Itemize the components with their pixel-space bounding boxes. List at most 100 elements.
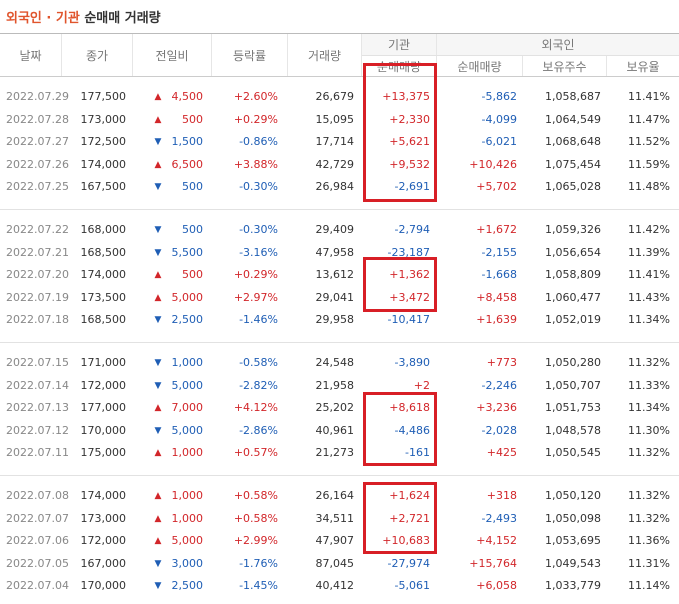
table-cell: 2022.07.08 xyxy=(6,489,69,502)
table-cell: 11.52% xyxy=(628,135,670,149)
table-cell: +4,152 xyxy=(476,534,517,548)
table-cell: -1.45% xyxy=(239,579,278,593)
table-cell: +0.29% xyxy=(233,112,278,126)
table-cell: 177,500 xyxy=(80,90,127,103)
table-cell: 11.36% xyxy=(628,534,670,548)
table-cell: 11.32% xyxy=(628,511,670,525)
change-arrow: ▼ xyxy=(154,225,162,235)
header-cell: 전일비 xyxy=(133,34,212,76)
table-cell: +15,764 xyxy=(469,556,517,570)
table-cell: -4,099 xyxy=(481,112,517,126)
table-cell: 87,045 xyxy=(315,556,355,570)
table-cell: 177,000 xyxy=(80,401,127,415)
table-cell: 11.32% xyxy=(628,356,670,369)
table-cell: 42,729 xyxy=(315,157,355,171)
table-cell: +1,362 xyxy=(389,268,430,282)
table-cell: 1,058,809 xyxy=(545,268,601,282)
table-cell: 172,500 xyxy=(80,135,127,149)
table-cell: +3,472 xyxy=(389,290,430,304)
table-cell: 2022.07.22 xyxy=(6,223,69,236)
table-cell: 1,048,578 xyxy=(545,423,601,437)
table-cell: 171,000 xyxy=(80,356,127,369)
table-cell: 1,056,654 xyxy=(545,245,601,259)
table-cell: 2022.07.11 xyxy=(6,446,69,460)
table-cell: 1,065,028 xyxy=(545,180,601,194)
table-cell: 17,714 xyxy=(315,135,355,149)
header-bottom-border xyxy=(0,76,679,77)
highlight-box xyxy=(363,482,437,554)
table-cell: 2,500 xyxy=(171,313,204,327)
header-cell: 등락률 xyxy=(212,34,288,76)
table-cell: 47,907 xyxy=(315,534,355,548)
table-cell: +0.58% xyxy=(233,489,278,502)
table-cell: +8,618 xyxy=(389,401,430,415)
table-cell: -10,417 xyxy=(387,313,430,327)
table-cell: 168,000 xyxy=(80,223,127,236)
table-cell: 1,053,695 xyxy=(545,534,601,548)
change-arrow: ▼ xyxy=(154,358,162,368)
table-cell: +3.88% xyxy=(233,157,278,171)
table-cell: 500 xyxy=(182,268,203,282)
table-cell: 2022.07.07 xyxy=(6,511,69,525)
change-arrow: ▲ xyxy=(154,448,162,459)
table-cell: 2022.07.14 xyxy=(6,378,69,392)
change-arrow: ▲ xyxy=(154,114,162,125)
table-cell: 26,984 xyxy=(315,180,355,194)
table-cell: 5,000 xyxy=(171,378,204,392)
table-cell: 2022.07.27 xyxy=(6,135,69,149)
group-divider xyxy=(0,475,679,476)
table-cell: 26,679 xyxy=(315,90,355,103)
table-cell: -2,794 xyxy=(394,223,430,236)
table-cell: 5,000 xyxy=(171,290,204,304)
table-cell: 170,000 xyxy=(80,423,127,437)
table-cell: +9,532 xyxy=(389,157,430,171)
table-cell: +0.58% xyxy=(233,511,278,525)
header-top-border xyxy=(0,33,679,34)
table-cell: +4.12% xyxy=(233,401,278,415)
table-cell: 11.34% xyxy=(628,313,670,327)
table-cell: 173,500 xyxy=(80,290,127,304)
table-cell: 2022.07.19 xyxy=(6,290,69,304)
table-cell: -2,028 xyxy=(481,423,517,437)
table-cell: +0.29% xyxy=(233,268,278,282)
table-cell: 11.48% xyxy=(628,180,670,194)
table-cell: -5,061 xyxy=(394,579,430,593)
table-cell: 1,050,707 xyxy=(545,378,601,392)
table-cell: +1,624 xyxy=(389,489,430,502)
header-cell: 외국인 xyxy=(437,34,679,55)
table-cell: 2022.07.05 xyxy=(6,556,69,570)
table-cell: 168,500 xyxy=(80,245,127,259)
table-cell: -2,246 xyxy=(481,378,517,392)
table-cell: 2022.07.13 xyxy=(6,401,69,415)
table-cell: -1.46% xyxy=(239,313,278,327)
table-cell: 11.41% xyxy=(628,268,670,282)
table-cell: +6,058 xyxy=(476,579,517,593)
change-arrow: ▼ xyxy=(154,182,162,193)
table-cell: 11.42% xyxy=(628,223,670,236)
table-cell: 24,548 xyxy=(315,356,355,369)
table-cell: -0.30% xyxy=(239,223,278,236)
table-cell: +425 xyxy=(486,446,517,460)
change-arrow: ▲ xyxy=(154,491,162,501)
highlight-box xyxy=(363,392,437,466)
table-cell: -2,691 xyxy=(394,180,430,194)
table-cell: +2.97% xyxy=(233,290,278,304)
table-cell: 1,060,477 xyxy=(545,290,601,304)
table-cell: 167,500 xyxy=(80,180,127,194)
change-arrow: ▼ xyxy=(154,425,162,436)
table-cell: 34,511 xyxy=(315,511,355,525)
table-cell: +2,721 xyxy=(389,511,430,525)
table-cell: 174,000 xyxy=(80,157,127,171)
change-arrow: ▲ xyxy=(154,536,162,547)
table-cell: +318 xyxy=(486,489,517,502)
table-cell: +2.60% xyxy=(233,90,278,103)
table-cell: 1,058,687 xyxy=(545,90,601,103)
table-cell: 11.41% xyxy=(628,90,670,103)
table-cell: 11.32% xyxy=(628,446,670,460)
table-cell: 170,000 xyxy=(80,579,127,593)
table-cell: +2.99% xyxy=(233,534,278,548)
group-divider xyxy=(0,209,679,210)
table-cell: 1,500 xyxy=(171,135,204,149)
table-cell: 1,064,549 xyxy=(545,112,601,126)
